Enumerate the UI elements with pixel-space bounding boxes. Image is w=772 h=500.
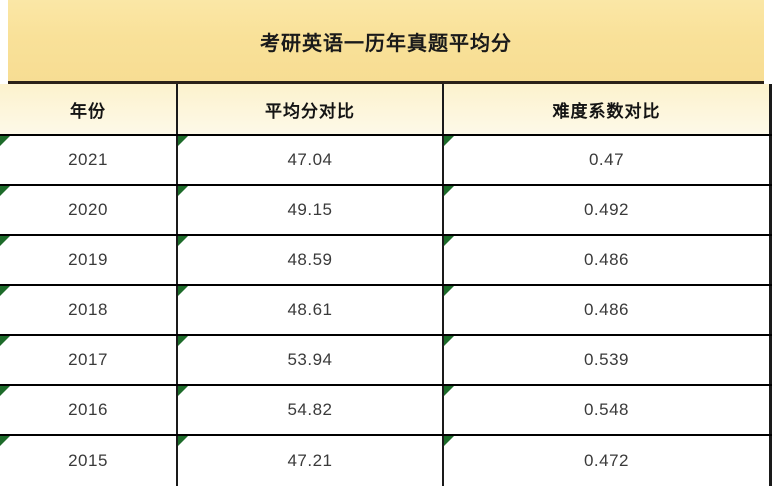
cell-average-score[interactable]: 53.94 (178, 336, 444, 384)
cell-value: 54.82 (287, 400, 333, 419)
cell-value: 2015 (68, 451, 108, 470)
cell-year[interactable]: 2020 (0, 186, 178, 234)
cell-value: 0.486 (583, 300, 630, 319)
cell-value: 47.04 (287, 150, 333, 169)
cell-difficulty-coefficient[interactable]: 0.47 (444, 136, 772, 184)
cell-average-score[interactable]: 49.15 (178, 186, 444, 234)
table-row[interactable]: 2018 48.61 0.486 (0, 286, 772, 336)
green-corner-triangle-icon (0, 136, 10, 146)
green-corner-triangle-icon (0, 336, 10, 346)
green-corner-triangle-icon (0, 286, 10, 296)
cell-value: 2020 (68, 200, 108, 219)
cell-value: 0.486 (583, 250, 630, 269)
green-corner-triangle-icon (178, 186, 188, 196)
cell-value: 0.47 (588, 150, 625, 169)
table-row[interactable]: 2021 47.04 0.47 (0, 136, 772, 186)
cell-value: 0.539 (583, 350, 630, 369)
column-header-average-score[interactable]: 平均分对比 (178, 84, 444, 134)
green-corner-triangle-icon (444, 186, 454, 196)
cell-average-score[interactable]: 47.21 (178, 436, 444, 486)
green-corner-triangle-icon (0, 436, 10, 446)
cell-value: 48.59 (287, 250, 333, 269)
table-row[interactable]: 2017 53.94 0.539 (0, 336, 772, 386)
cell-value: 2019 (68, 250, 108, 269)
table-row[interactable]: 2016 54.82 0.548 (0, 386, 772, 436)
page-title: 考研英语一历年真题平均分 (260, 31, 512, 55)
table-title-band: 考研英语一历年真题平均分 (8, 0, 764, 84)
green-corner-triangle-icon (0, 386, 10, 396)
column-header-year[interactable]: 年份 (0, 84, 178, 134)
cell-value: 53.94 (287, 350, 333, 369)
cell-value: 48.61 (287, 300, 333, 319)
cell-year[interactable]: 2019 (0, 236, 178, 284)
cell-value: 2021 (68, 150, 108, 169)
green-corner-triangle-icon (444, 336, 454, 346)
green-corner-triangle-icon (178, 386, 188, 396)
green-corner-triangle-icon (178, 236, 188, 246)
cell-value: 0.548 (583, 400, 630, 419)
cell-year[interactable]: 2015 (0, 436, 178, 486)
table-row[interactable]: 2020 49.15 0.492 (0, 186, 772, 236)
cell-value: 2017 (68, 350, 108, 369)
cell-average-score[interactable]: 47.04 (178, 136, 444, 184)
cell-difficulty-coefficient[interactable]: 0.486 (444, 286, 772, 334)
table-header-row: 年份 平均分对比 难度系数对比 (0, 84, 772, 136)
green-corner-triangle-icon (444, 386, 454, 396)
cell-value: 2018 (68, 300, 108, 319)
green-corner-triangle-icon (178, 136, 188, 146)
green-corner-triangle-icon (0, 236, 10, 246)
column-header-difficulty-coefficient[interactable]: 难度系数对比 (444, 84, 772, 134)
cell-year[interactable]: 2016 (0, 386, 178, 434)
green-corner-triangle-icon (178, 286, 188, 296)
green-corner-triangle-icon (444, 136, 454, 146)
data-grid: 年份 平均分对比 难度系数对比 2021 47.04 0.47 2020 (0, 84, 772, 486)
cell-difficulty-coefficient[interactable]: 0.539 (444, 336, 772, 384)
green-corner-triangle-icon (444, 236, 454, 246)
cell-year[interactable]: 2017 (0, 336, 178, 384)
green-corner-triangle-icon (444, 436, 454, 446)
cell-difficulty-coefficient[interactable]: 0.486 (444, 236, 772, 284)
cell-difficulty-coefficient[interactable]: 0.492 (444, 186, 772, 234)
cell-value: 47.21 (287, 451, 333, 470)
green-corner-triangle-icon (0, 186, 10, 196)
cell-average-score[interactable]: 48.59 (178, 236, 444, 284)
cell-value: 0.492 (583, 200, 630, 219)
cell-year[interactable]: 2018 (0, 286, 178, 334)
green-corner-triangle-icon (178, 436, 188, 446)
cell-value: 0.472 (583, 451, 630, 470)
table-row[interactable]: 2015 47.21 0.472 (0, 436, 772, 486)
cell-value: 49.15 (287, 200, 333, 219)
cell-value: 2016 (68, 400, 108, 419)
cell-year[interactable]: 2021 (0, 136, 178, 184)
green-corner-triangle-icon (444, 286, 454, 296)
cell-difficulty-coefficient[interactable]: 0.472 (444, 436, 772, 486)
left-gutter (0, 0, 8, 84)
cell-average-score[interactable]: 48.61 (178, 286, 444, 334)
table-row[interactable]: 2019 48.59 0.486 (0, 236, 772, 286)
cell-difficulty-coefficient[interactable]: 0.548 (444, 386, 772, 434)
green-corner-triangle-icon (178, 336, 188, 346)
cell-average-score[interactable]: 54.82 (178, 386, 444, 434)
